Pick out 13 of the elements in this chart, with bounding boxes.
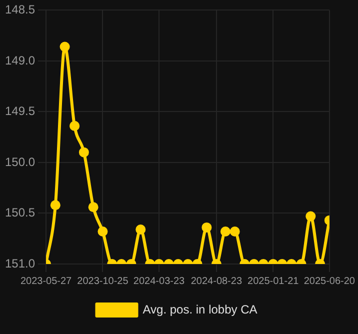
y-tick-label: 149.0 <box>5 53 36 68</box>
y-tick-label: 150.5 <box>5 206 36 220</box>
y-tick-label: 149.5 <box>5 104 36 118</box>
x-tick-label: 2024-03-23 <box>133 276 186 287</box>
x-tick-label: 2025-06-20 <box>304 276 356 287</box>
y-tick-label: 150.0 <box>5 154 36 169</box>
x-tick-label: 2024-08-23 <box>190 276 242 287</box>
x-tick-label: 2023-10-25 <box>77 276 129 287</box>
y-tick-label: 148.5 <box>5 2 36 17</box>
x-tick-label: 2023-05-27 <box>20 276 72 287</box>
legend-label: Avg. pos. in lobby CA <box>142 302 258 316</box>
x-tick-label: 2025-01-21 <box>248 276 300 287</box>
y-tick-label: 151.0 <box>5 256 36 270</box>
